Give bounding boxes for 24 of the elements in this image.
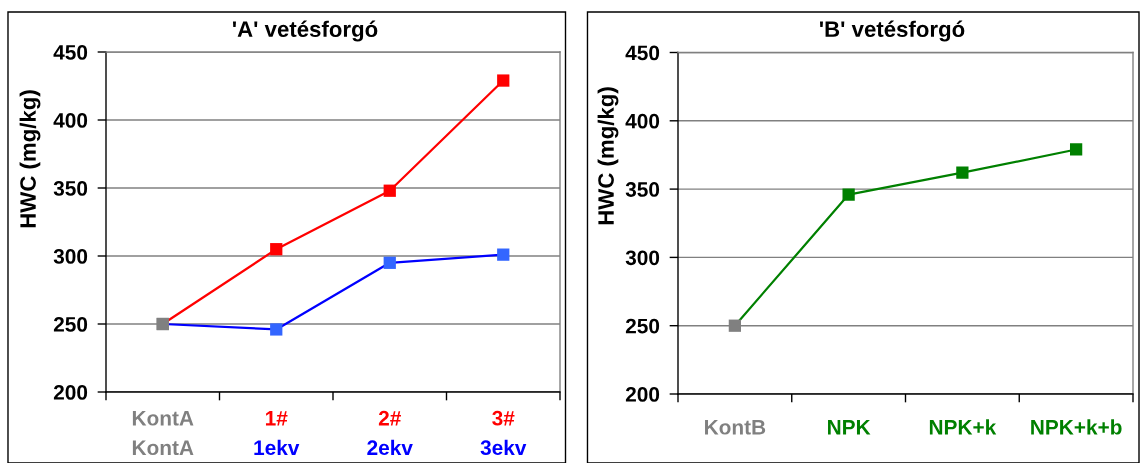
y-tick-label: 200 (625, 387, 660, 402)
y-tick-label: 300 (53, 249, 88, 264)
x-tick-label: 2# 2ekv (367, 410, 413, 456)
y-tick-label: 250 (625, 318, 660, 334)
x-tick-label: 1# 1ekv (254, 411, 300, 456)
chart-title: 'B' vetésforgó (819, 20, 965, 42)
y-axis-title: HWC (mg/kg) (19, 90, 41, 228)
y-tick-label: 300 (625, 250, 660, 266)
y-tick-label: 200 (53, 385, 88, 400)
y-tick-label: 400 (53, 113, 88, 128)
x-tick-label: KontA KontA (132, 411, 194, 456)
x-tick-label: NPK+k (929, 419, 997, 435)
x-tick-label: KontB (705, 420, 766, 435)
chart-title: 'A' vetésforgó (232, 20, 378, 42)
x-tick-label: NPK+k+b (1031, 419, 1122, 435)
x-tick-label: 3# 3ekv (480, 410, 527, 456)
y-tick-label: 450 (53, 45, 88, 60)
y-tick-label: 250 (53, 317, 88, 332)
y-tick-label: 450 (625, 45, 660, 61)
y-axis-title: HWC (mg/kg) (597, 87, 619, 225)
y-tick-label: 350 (625, 182, 660, 197)
y-tick-label: 350 (53, 181, 88, 196)
x-tick-label: NPK (828, 420, 871, 435)
y-tick-label: 400 (625, 113, 660, 129)
